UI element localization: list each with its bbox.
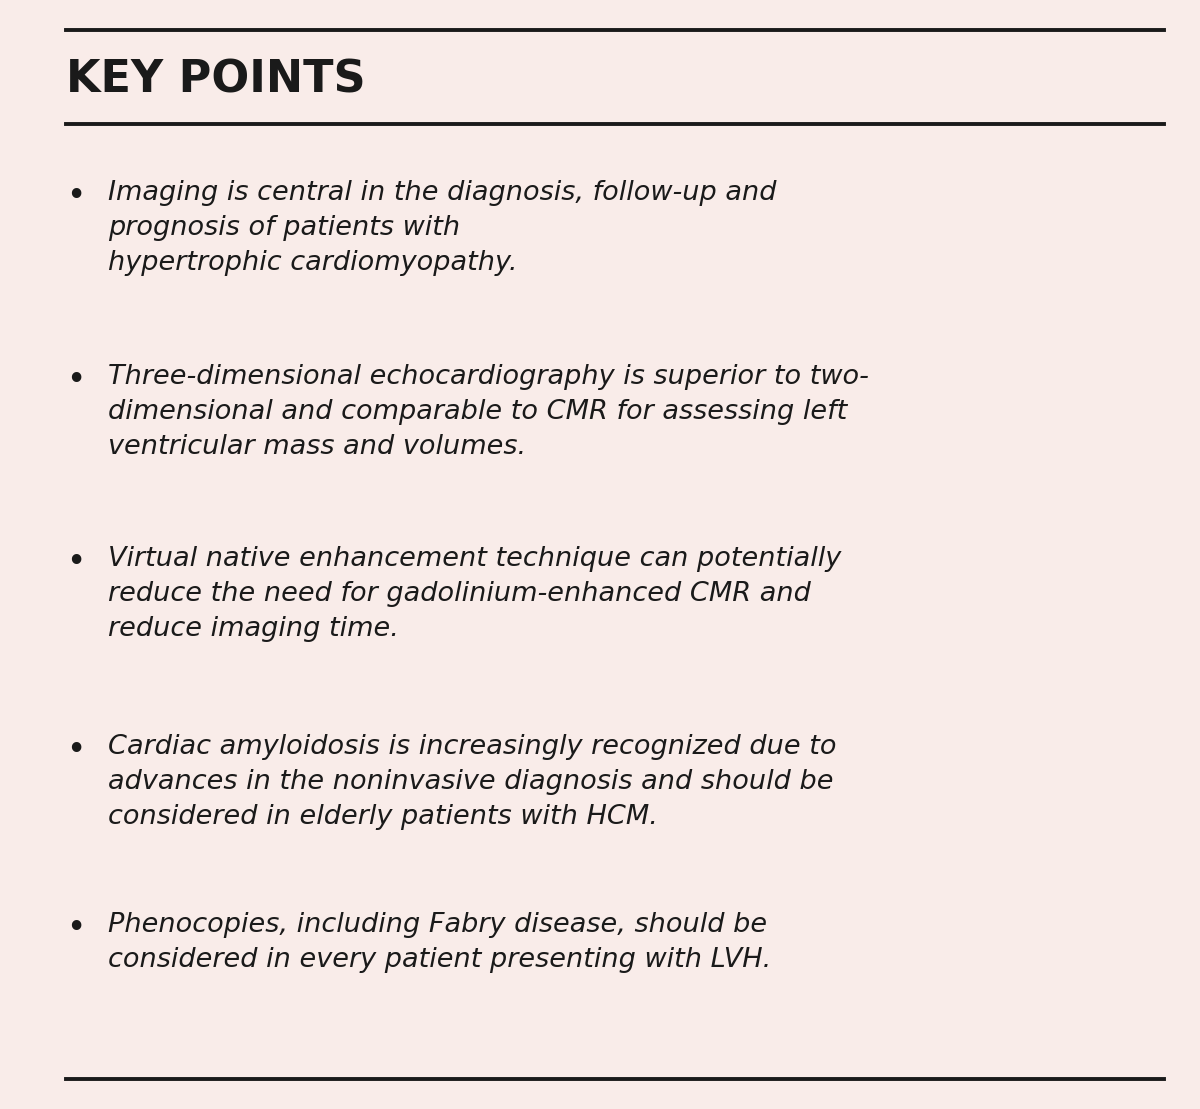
Text: Phenocopies, including Fabry disease, should be
considered in every patient pres: Phenocopies, including Fabry disease, sh…: [108, 912, 772, 973]
Text: •: •: [66, 912, 85, 945]
Text: •: •: [66, 546, 85, 579]
Text: •: •: [66, 364, 85, 397]
Text: KEY POINTS: KEY POINTS: [66, 59, 366, 101]
Text: Virtual native enhancement technique can potentially
reduce the need for gadolin: Virtual native enhancement technique can…: [108, 546, 841, 642]
Text: Cardiac amyloidosis is increasingly recognized due to
advances in the noninvasiv: Cardiac amyloidosis is increasingly reco…: [108, 734, 836, 831]
Text: Three-dimensional echocardiography is superior to two-
dimensional and comparabl: Three-dimensional echocardiography is su…: [108, 364, 869, 460]
Text: •: •: [66, 180, 85, 213]
Text: Imaging is central in the diagnosis, follow-up and
prognosis of patients with
hy: Imaging is central in the diagnosis, fol…: [108, 180, 776, 276]
Text: •: •: [66, 734, 85, 767]
